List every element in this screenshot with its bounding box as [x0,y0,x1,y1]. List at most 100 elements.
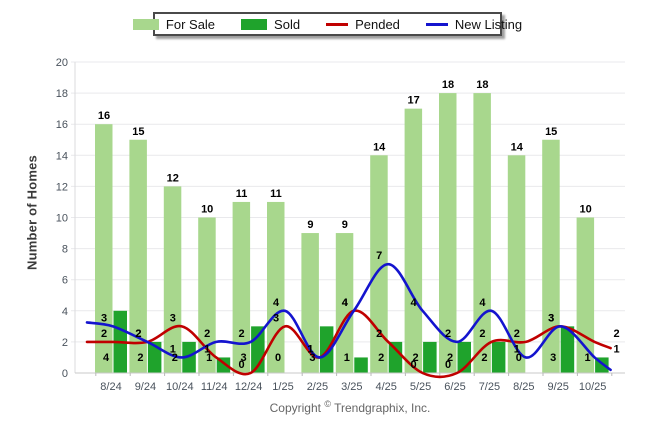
svg-text:8/24: 8/24 [100,381,121,393]
svg-text:1: 1 [204,343,210,355]
svg-text:0: 0 [411,359,417,371]
legend-label-pended: Pended [355,16,400,32]
svg-text:3: 3 [101,312,107,324]
svg-text:2: 2 [62,337,68,349]
svg-text:10: 10 [201,204,213,216]
svg-text:1: 1 [585,352,591,364]
svg-text:1: 1 [206,352,212,364]
svg-text:2: 2 [135,328,141,340]
legend-label-new-listing: New Listing [454,16,523,32]
svg-text:16: 16 [98,110,110,122]
legend-label-for-sale: For Sale [165,16,216,32]
svg-text:3: 3 [273,312,279,324]
legend: For Sale Sold Pended New Listing [132,12,522,36]
svg-text:16: 16 [56,119,68,131]
svg-text:9: 9 [342,219,348,231]
svg-text:0: 0 [275,352,281,364]
svg-text:1: 1 [307,343,313,355]
svg-text:2: 2 [445,328,451,340]
svg-text:0: 0 [516,352,522,364]
legend-item-sold: Sold [241,17,300,32]
svg-text:17: 17 [407,95,419,107]
svg-text:2: 2 [204,328,210,340]
legend-item-new-listing: New Listing [425,16,523,32]
svg-text:8: 8 [62,244,68,256]
svg-text:2: 2 [172,352,178,364]
svg-text:18: 18 [476,79,488,91]
svg-text:2: 2 [413,352,419,364]
svg-text:2: 2 [378,352,384,364]
svg-text:9/25: 9/25 [547,381,568,393]
svg-text:12: 12 [167,172,179,184]
svg-text:3: 3 [170,312,176,324]
svg-text:2: 2 [135,328,141,340]
svg-text:0: 0 [445,359,451,371]
svg-text:6: 6 [62,275,68,287]
svg-text:4: 4 [62,306,68,318]
svg-text:1: 1 [514,343,520,355]
svg-text:2: 2 [239,328,245,340]
svg-text:5/25: 5/25 [410,381,431,393]
svg-text:1: 1 [614,343,620,355]
new-listing-line-icon [425,22,448,26]
svg-text:11: 11 [270,188,282,200]
svg-text:3: 3 [550,352,556,364]
svg-text:12/24: 12/24 [235,381,263,393]
svg-text:1/25: 1/25 [272,381,293,393]
pended-line-icon [326,22,349,26]
svg-text:8/25: 8/25 [513,381,534,393]
svg-text:2: 2 [514,328,520,340]
svg-text:2: 2 [481,352,487,364]
svg-text:18: 18 [442,79,454,91]
svg-text:4: 4 [342,297,349,309]
svg-text:4: 4 [103,352,110,364]
svg-text:2: 2 [479,328,485,340]
svg-text:2: 2 [101,328,107,340]
svg-text:0: 0 [239,359,245,371]
svg-text:14: 14 [511,141,524,153]
svg-text:7: 7 [376,250,382,262]
svg-text:3: 3 [548,312,554,324]
svg-text:18: 18 [56,88,68,100]
svg-text:15: 15 [132,126,144,138]
svg-text:15: 15 [545,126,557,138]
svg-text:10: 10 [579,204,591,216]
svg-text:4: 4 [273,297,280,309]
svg-text:3: 3 [548,312,554,324]
svg-text:11/24: 11/24 [201,381,228,393]
svg-text:3/25: 3/25 [341,381,362,393]
legend-item-pended: Pended [326,17,400,32]
svg-text:14: 14 [373,141,386,153]
svg-text:1: 1 [344,352,350,364]
svg-text:20: 20 [56,57,68,69]
svg-text:6/25: 6/25 [444,381,465,393]
svg-text:2: 2 [376,328,382,340]
legend-item-for-sale: For Sale [132,16,216,32]
svg-text:14: 14 [56,150,68,162]
svg-text:2: 2 [614,328,620,340]
svg-text:11: 11 [236,188,248,200]
for-sale-swatch-icon [132,18,159,30]
svg-text:10: 10 [56,213,68,225]
sold-swatch-icon [241,18,268,30]
svg-text:2: 2 [447,352,453,364]
copyright-symbol: © [324,399,331,409]
svg-text:10/24: 10/24 [166,381,194,393]
copyright-suffix: Trendgraphix, Inc. [330,401,431,415]
svg-text:4: 4 [411,297,418,309]
svg-text:3: 3 [309,352,315,364]
svg-text:9/24: 9/24 [135,381,156,393]
svg-text:12: 12 [56,181,68,193]
svg-text:2: 2 [137,352,143,364]
svg-text:9: 9 [307,219,313,231]
svg-text:2/25: 2/25 [307,381,328,393]
legend-label-sold: Sold [274,16,301,32]
svg-text:4/25: 4/25 [375,381,396,393]
copyright: Copyright © Trendgraphix, Inc. [75,399,625,415]
svg-text:4: 4 [479,297,486,309]
svg-text:0: 0 [62,368,68,380]
svg-text:1: 1 [307,343,313,355]
copyright-prefix: Copyright [269,401,325,415]
